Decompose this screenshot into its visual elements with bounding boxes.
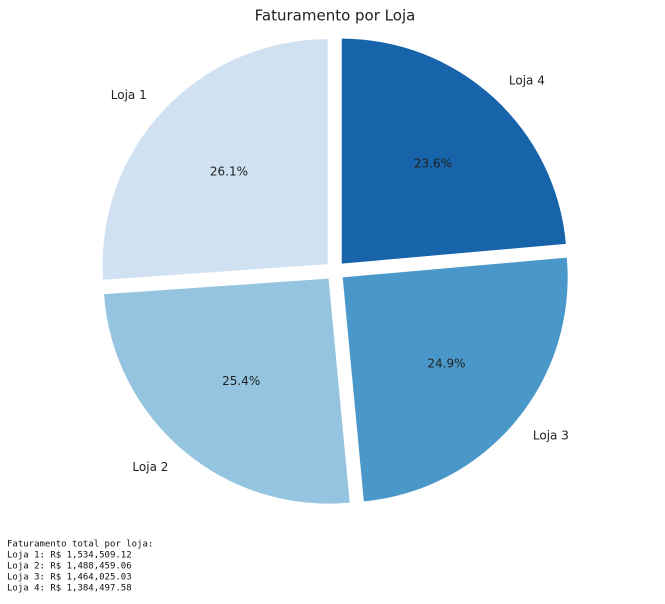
- footer-title: Faturamento total por loja:: [7, 540, 153, 550]
- footer-line: Loja 1: R$ 1,534,509.12: [7, 551, 132, 561]
- pie-slice: [104, 278, 350, 504]
- footer-line: Loja 2: R$ 1,488,459.06: [7, 562, 132, 572]
- pie-slice: [341, 38, 566, 264]
- slice-label: Loja 4: [509, 74, 545, 88]
- value-label: 23.6%: [414, 157, 452, 171]
- value-label: 26.1%: [210, 165, 248, 179]
- slice-label: Loja 2: [132, 460, 168, 474]
- footer-line: Loja 3: R$ 1,464,025.03: [7, 573, 132, 583]
- slice-label: Loja 1: [111, 88, 147, 102]
- slice-label: Loja 3: [533, 428, 569, 442]
- value-label: 25.4%: [222, 374, 260, 388]
- pie-slice: [102, 39, 328, 280]
- footer-line: Loja 4: R$ 1,384,497.58: [7, 584, 132, 594]
- chart-title: Faturamento por Loja: [255, 7, 416, 25]
- value-label: 24.9%: [427, 356, 465, 370]
- pie-slice: [342, 257, 568, 502]
